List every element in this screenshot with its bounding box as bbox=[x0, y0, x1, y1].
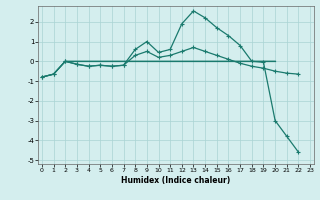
X-axis label: Humidex (Indice chaleur): Humidex (Indice chaleur) bbox=[121, 176, 231, 185]
